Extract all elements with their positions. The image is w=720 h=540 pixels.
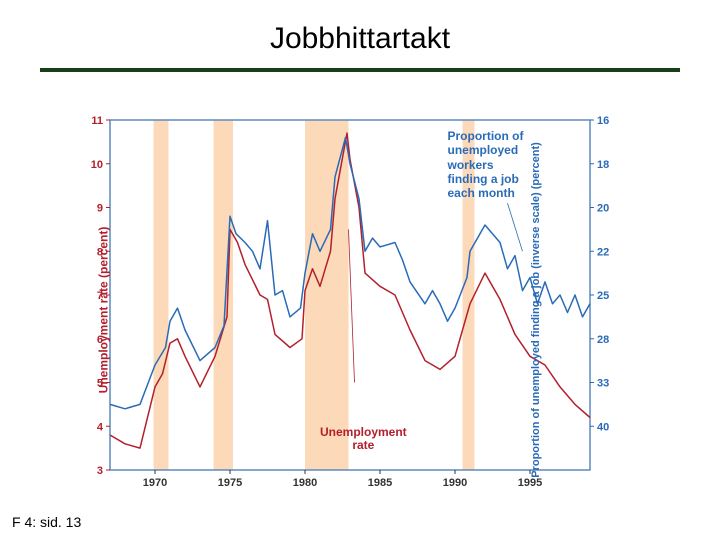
svg-text:22: 22 (597, 246, 609, 258)
legend-unemployment: Unemploymentrate (320, 426, 407, 452)
svg-text:3: 3 (97, 465, 103, 477)
svg-text:1985: 1985 (368, 477, 392, 489)
svg-text:11: 11 (91, 115, 103, 127)
title-underline (40, 68, 680, 72)
legend-proportion: Proportion ofunemployedworkersfinding a … (448, 129, 524, 201)
svg-text:25: 25 (597, 290, 609, 302)
svg-text:33: 33 (597, 378, 609, 390)
svg-text:1980: 1980 (293, 477, 317, 489)
slide-title: Jobbhittartakt (0, 22, 720, 56)
svg-text:9: 9 (97, 203, 103, 215)
y-axis-left-label: Unemployment rate (percent) (96, 227, 110, 394)
svg-text:1975: 1975 (218, 477, 242, 489)
y-axis-right-label: Proportion of unemployed finding a job (… (530, 142, 542, 478)
svg-text:1990: 1990 (443, 477, 467, 489)
svg-text:20: 20 (597, 203, 609, 215)
svg-text:1970: 1970 (143, 477, 167, 489)
svg-text:4: 4 (97, 421, 104, 433)
slide-footer: F 4: sid. 13 (12, 514, 81, 530)
svg-text:40: 40 (597, 421, 609, 433)
svg-text:28: 28 (597, 334, 609, 346)
svg-text:16: 16 (597, 115, 609, 127)
svg-text:10: 10 (91, 159, 103, 171)
chart-container: Unemployment rate (percent) Proportion o… (60, 110, 660, 510)
svg-text:18: 18 (597, 159, 609, 171)
svg-text:1995: 1995 (518, 477, 542, 489)
